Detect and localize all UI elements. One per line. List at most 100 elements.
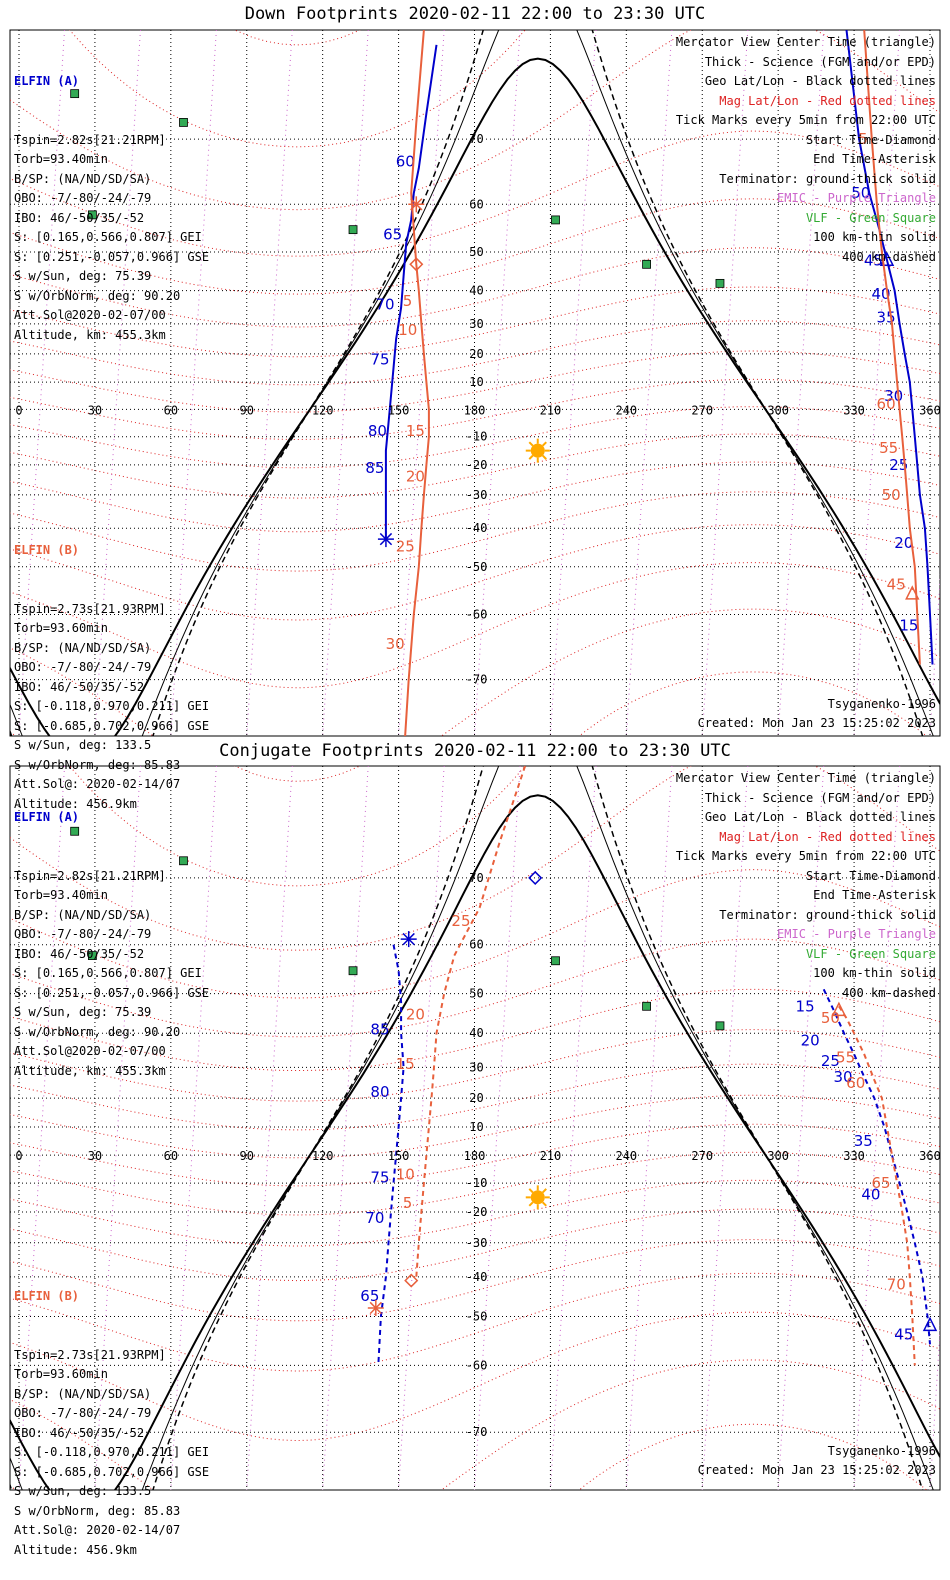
track-tick-label: 20: [406, 1005, 425, 1023]
panel-2-elfin-b-info: ELFIN (B) Tspin=2.73s[21.93RPM] Torb=93.6…: [14, 1248, 209, 1580]
legend-item: Mercator View Center Time (triangle): [675, 771, 936, 785]
vlf-station-square: [642, 259, 651, 269]
track-tick-label: 65: [383, 225, 402, 243]
lat-tick-label: -70: [466, 673, 488, 687]
track-tick-label: 65: [360, 1287, 379, 1305]
mag-lat-line: [10, 491, 940, 572]
lon-tick-label: 180: [464, 1149, 486, 1163]
mag-meridian-line: [94, 766, 141, 1490]
lon-tick-label: 300: [767, 403, 789, 417]
lon-tick-label: 240: [615, 403, 637, 417]
info-line: S: [0.251,-0.057,0.966] GSE: [14, 249, 210, 264]
track-tick-label: 45: [894, 1326, 913, 1344]
sun-ray: [542, 1201, 547, 1207]
panel-1-model-label: Tsyganenko-1996: [827, 697, 936, 711]
terminator-line: [10, 57, 940, 736]
footprint-track: [415, 766, 527, 1277]
track-tick-label: 60: [396, 152, 415, 170]
footprint-track: [838, 1005, 916, 1366]
lon-tick-label: 120: [312, 403, 334, 417]
legend-item: 100 km-thin solid: [813, 966, 936, 980]
mag-lat-line: [10, 433, 940, 499]
track-tick-label: 40: [861, 1185, 880, 1203]
track-tick-label: 80: [368, 422, 387, 440]
mag-lat-line: [10, 30, 940, 211]
info-line: S: [-0.685,0.702,0.966] GSE: [14, 1464, 210, 1479]
mag-lat-line: [10, 608, 940, 736]
lat-tick-label: 40: [469, 284, 483, 298]
info-line: S: [-0.685,0.702,0.966] GSE: [14, 718, 210, 733]
sun-ray: [542, 441, 547, 447]
lat-tick-label: 30: [469, 1060, 483, 1074]
lon-tick-label: 300: [767, 1149, 789, 1163]
lat-tick-label: -40: [466, 521, 488, 535]
sun-ray: [528, 454, 534, 460]
legend-item: Start Time-Diamond: [805, 868, 936, 883]
info-line: S w/Sun, deg: 75.39: [14, 269, 152, 283]
lat-tick-label: -60: [466, 1358, 488, 1372]
track-tick-label: 5: [858, 130, 868, 148]
center-triangle-marker: [831, 1001, 847, 1017]
info-line: S w/Sun, deg: 133.5: [14, 1484, 152, 1498]
center-triangle-marker: [905, 585, 920, 600]
track-tick-label: 35: [854, 1132, 873, 1150]
legend-item: End Time-Asterisk: [813, 888, 936, 902]
track-tick-label: 80: [370, 1083, 389, 1101]
info-line: B/SP: (NA/ND/SD/SA): [14, 1386, 152, 1401]
info-line: Att.Sol@: 2020-02-14/07: [14, 777, 181, 791]
vlf-station-square: [348, 225, 358, 235]
panel-1-map-plot: 6065707580855045403530252015510152025305…: [9, 29, 941, 737]
info-line: Att.Sol@: 2020-02-14/07: [14, 1523, 181, 1537]
sun-ray: [542, 1188, 547, 1194]
panel-2-elfin-a-header: ELFIN (A): [14, 810, 80, 824]
track-tick-label: 10: [398, 321, 417, 339]
start-diamond-marker: [409, 257, 424, 272]
sun-ray: [528, 1188, 534, 1194]
sun-ray: [542, 454, 547, 460]
panel-2-elfin-a-lines: Tspin=2.82s[21.21RPM] Torb=93.40min B/SP: …: [14, 867, 209, 1082]
vlf-station-square: [551, 215, 560, 225]
center-triangle-marker: [879, 251, 895, 267]
legend-item: Terminator: ground-thick solid: [719, 171, 936, 186]
mag-meridian-line: [322, 766, 369, 1490]
legend-item: Start Time-Diamond: [805, 132, 936, 147]
panel-1-title: Down Footprints 2020-02-11 22:00 to 23:3…: [244, 4, 706, 24]
mag-meridian-line: [474, 766, 521, 1490]
panel-1-elfin-b-lines: Tspin=2.73s[21.93RPM] Torb=93.60min B/SP: …: [14, 600, 209, 815]
info-line: S: [0.251,-0.057,0.966] GSE: [14, 985, 210, 1000]
lat-tick-label: 60: [469, 197, 483, 211]
info-line: S: [0.165,0.566,0.807] GEI: [14, 966, 202, 980]
mag-lat-line: [10, 1239, 940, 1322]
center-triangle-marker: [922, 1316, 938, 1332]
lat-tick-label: -20: [466, 1205, 488, 1219]
lon-tick-label: 30: [88, 1149, 102, 1163]
mag-lat-line: [10, 1063, 940, 1131]
info-line: B/SP: (NA/ND/SD/SA): [14, 907, 152, 922]
footprint-track: [845, 30, 934, 665]
panel-2-model-label: Tsyganenko-1996: [827, 1444, 936, 1458]
footprint-track: [863, 30, 921, 665]
lat-tick-label: -50: [466, 560, 488, 574]
terminator-line: [10, 766, 934, 1490]
track-tick-label: 15: [899, 617, 918, 635]
lon-tick-label: 150: [388, 1149, 410, 1163]
info-line: Altitude: 456.9km: [14, 796, 137, 811]
panel-2-elfin-b-lines: Tspin=2.73s[21.93RPM] Torb=93.60min B/SP: …: [14, 1346, 209, 1561]
mag-lat-line: [10, 247, 940, 328]
mag-lat-line: [10, 562, 940, 689]
track-tick-label: 70: [365, 1209, 384, 1227]
mag-meridian-line: [549, 766, 597, 1490]
legend-item: Geo Lat/Lon - Black dotted lines: [704, 810, 936, 824]
info-line: OBO: -7/-80/-24/-79: [14, 927, 152, 941]
lon-tick-label: 180: [464, 403, 486, 417]
panel-2-elfin-a-info: ELFIN (A) Tspin=2.82s[21.21RPM] Torb=93.4…: [14, 769, 209, 1101]
lon-tick-label: 0: [15, 403, 22, 417]
mag-lat-line: [10, 1272, 940, 1372]
vlf-station-square: [642, 1001, 651, 1011]
track-tick-label: 85: [365, 459, 384, 477]
panel-1-elfin-b-info: ELFIN (B) Tspin=2.73s[21.93RPM] Torb=93.6…: [14, 502, 209, 834]
track-tick-label: 20: [406, 468, 425, 486]
mag-lat-line: [10, 130, 940, 257]
info-line: S w/OrbNorm, deg: 85.83: [14, 1503, 181, 1518]
vlf-station-square: [715, 278, 725, 288]
